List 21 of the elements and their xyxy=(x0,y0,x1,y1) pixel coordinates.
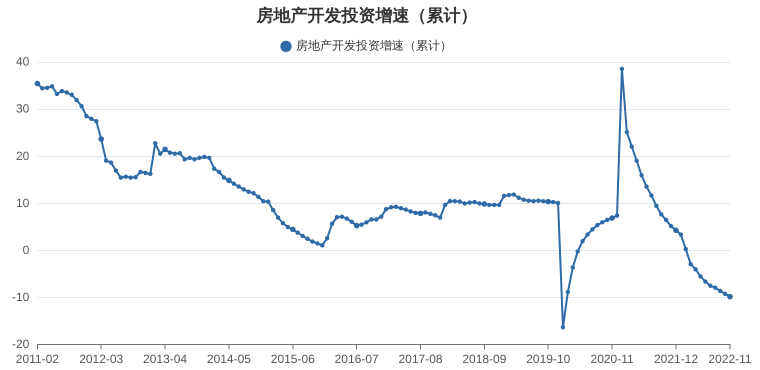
x-tick-label: 2019-10 xyxy=(526,352,571,366)
x-tick-label: 2018-09 xyxy=(462,352,507,366)
y-tick-label: 20 xyxy=(16,148,30,163)
y-tick-label: 10 xyxy=(16,196,30,210)
x-tick-label: 2016-07 xyxy=(334,352,379,366)
y-tick-label: -10 xyxy=(12,290,30,304)
x-tick-label: 2015-06 xyxy=(270,352,316,366)
y-tick-label: 40 xyxy=(16,54,30,69)
x-tick-label: 2017-08 xyxy=(398,352,443,366)
y-tick-label: 30 xyxy=(16,102,30,116)
x-tick-label: 2022-11 xyxy=(708,352,752,366)
x-tick-label: 2011-02 xyxy=(16,352,60,366)
y-tick-label: 0 xyxy=(22,242,30,257)
y-tick-label: -20 xyxy=(12,336,30,351)
x-tick-label: 2012-03 xyxy=(79,352,124,366)
x-tick-label: 2014-05 xyxy=(206,352,252,366)
x-tick-label: 2020-11 xyxy=(590,352,634,366)
chart-title: 房地产开发投资增速（累计） xyxy=(256,6,478,25)
x-tick-label: 2021-12 xyxy=(654,352,698,366)
legend-label: 房地产开发投资增速（累计） xyxy=(296,38,452,53)
x-tick-label: 2013-04 xyxy=(143,352,188,366)
